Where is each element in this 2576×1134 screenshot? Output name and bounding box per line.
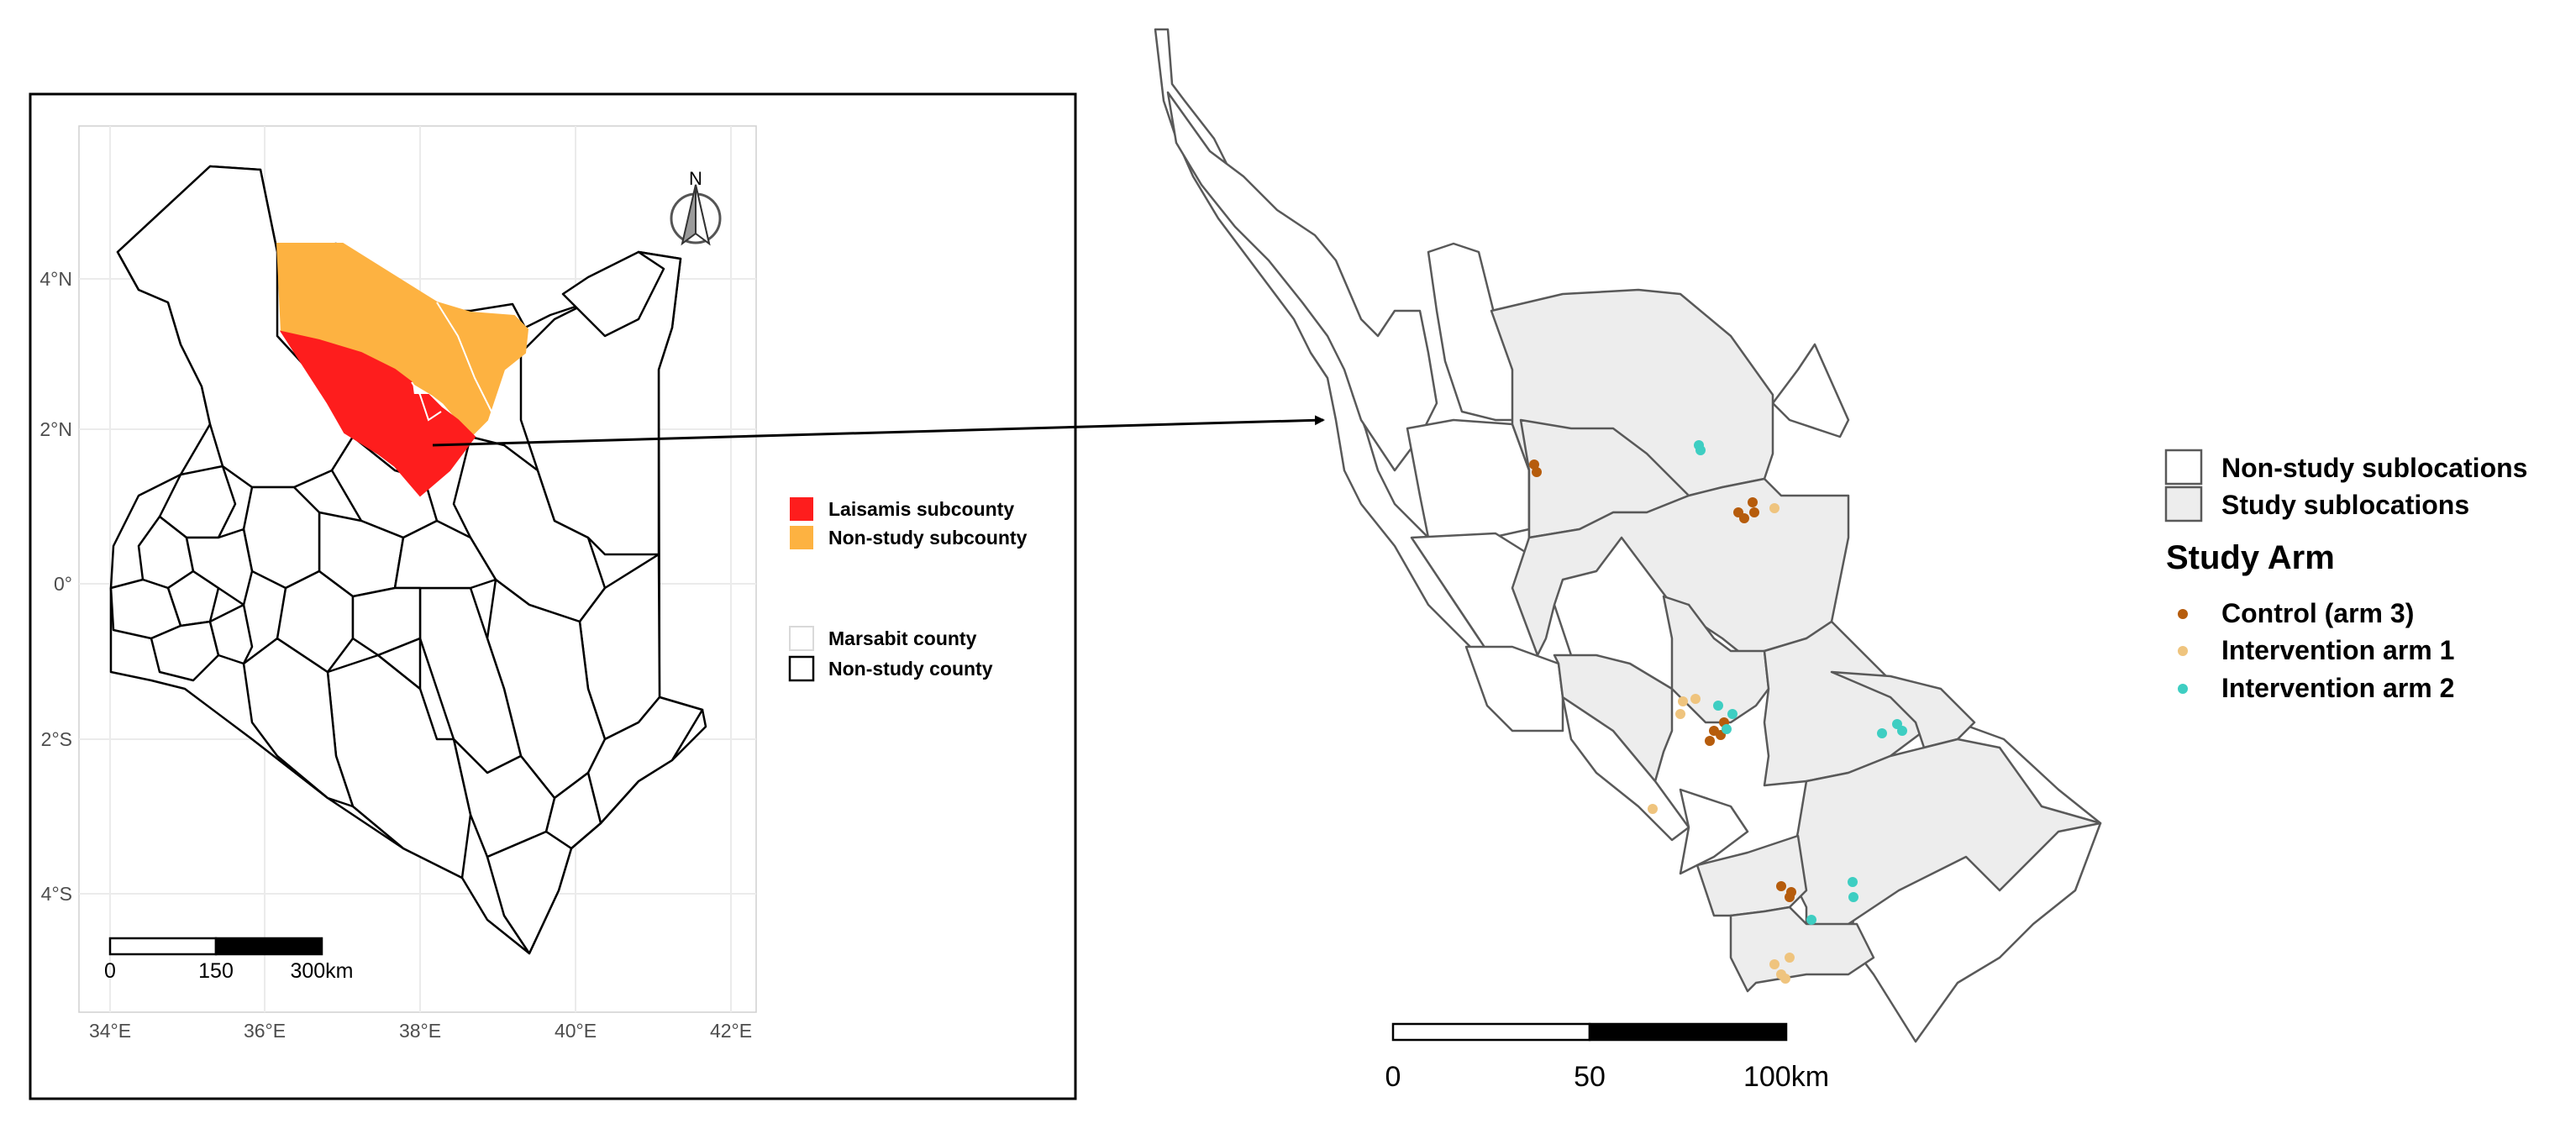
legend-swatch-non-study-county bbox=[788, 655, 815, 682]
point-intervention-1 bbox=[1780, 974, 1790, 984]
point-control bbox=[1749, 507, 1759, 517]
sublocation-study bbox=[1729, 906, 1875, 993]
point-intervention-1 bbox=[1785, 953, 1795, 963]
point-control bbox=[1705, 736, 1715, 746]
legend-label: Non-study subcounty bbox=[828, 527, 1028, 549]
point-control bbox=[1748, 497, 1758, 507]
scalebar-segment bbox=[214, 937, 323, 956]
study-points bbox=[1529, 440, 1907, 984]
legend-label: Marsabit county bbox=[828, 627, 977, 649]
sublocation-non-study bbox=[1771, 343, 1850, 438]
point-control bbox=[1739, 513, 1749, 523]
legend-swatch-non-study-subcounty bbox=[790, 526, 813, 549]
laisamis-scalebar: 0 50 100km bbox=[1385, 1022, 1829, 1093]
sublocation-study bbox=[1830, 670, 1976, 749]
legend-label: Non-study county bbox=[828, 658, 993, 680]
point-intervention-2 bbox=[1877, 728, 1887, 738]
scalebar-label: 150 bbox=[198, 959, 234, 983]
legend-label: Intervention arm 2 bbox=[2221, 673, 2454, 703]
x-axis-labels: 34°E 36°E 38°E 40°E 42°E bbox=[89, 1020, 752, 1042]
legend-swatch-non-study-sublocations bbox=[2164, 449, 2203, 486]
county-mandera bbox=[561, 250, 665, 338]
marsabit-inner-boundary bbox=[411, 302, 497, 422]
point-intervention-1 bbox=[1648, 804, 1658, 814]
y-axis-labels: 4°N 2°N 0° 2°S 4°S bbox=[39, 268, 72, 905]
sublocation-study bbox=[1662, 595, 1770, 724]
point-control bbox=[1785, 892, 1795, 902]
scalebar-segment bbox=[1391, 1022, 1591, 1042]
point-intervention-2 bbox=[1897, 726, 1907, 736]
scalebar-label: 0 bbox=[1385, 1061, 1401, 1093]
legend-label: Laisamis subcounty bbox=[828, 498, 1014, 520]
point-intervention-2 bbox=[1848, 877, 1858, 887]
sublocation-non-study bbox=[1406, 418, 1531, 539]
legend-swatch-study-sublocations bbox=[2164, 486, 2203, 522]
legend-dot-control bbox=[2178, 609, 2188, 619]
sublocations bbox=[1154, 28, 2102, 1043]
connector-arrow bbox=[432, 415, 1325, 447]
kenya-legend: Laisamis subcounty Non-study subcounty M… bbox=[788, 497, 1028, 682]
sublocation-non-study bbox=[1464, 645, 1564, 732]
point-intervention-2 bbox=[1848, 892, 1858, 902]
county-bomet bbox=[208, 603, 254, 665]
north-label: N bbox=[689, 168, 702, 189]
x-tick-label: 38°E bbox=[399, 1020, 441, 1042]
kenya-scalebar: 0 150 300km bbox=[104, 937, 354, 983]
point-control bbox=[1776, 881, 1786, 891]
county-baringo bbox=[242, 486, 321, 590]
legend-dot-intervention-1 bbox=[2178, 646, 2188, 656]
y-tick-label: 4°N bbox=[39, 268, 72, 290]
legend-label: Intervention arm 1 bbox=[2221, 635, 2454, 665]
x-tick-label: 34°E bbox=[89, 1020, 131, 1042]
point-intervention-2 bbox=[1806, 915, 1816, 925]
x-tick-label: 36°E bbox=[244, 1020, 286, 1042]
sublocation-non-study bbox=[1679, 788, 1749, 875]
legend-swatch-laisamis bbox=[790, 497, 813, 521]
scalebar-segment bbox=[1588, 1022, 1788, 1042]
point-intervention-1 bbox=[1690, 694, 1701, 704]
scalebar-segment bbox=[108, 937, 218, 956]
laisamis-legend: Non-study sublocations Study sublocation… bbox=[2164, 449, 2527, 703]
laisamis-subcounty-region bbox=[279, 330, 476, 497]
point-intervention-2 bbox=[1713, 701, 1723, 711]
point-intervention-1 bbox=[1675, 709, 1685, 719]
y-tick-label: 2°N bbox=[39, 418, 72, 440]
y-tick-label: 0° bbox=[54, 573, 72, 595]
point-intervention-1 bbox=[1769, 959, 1780, 969]
laisamis-detail-panel: 0 50 100km Non-study sublocations Study … bbox=[1154, 28, 2527, 1093]
north-arrow: N bbox=[670, 168, 722, 246]
sublocation-study bbox=[1553, 654, 1674, 783]
county-machakos bbox=[376, 637, 422, 690]
legend-title: Study Arm bbox=[2166, 539, 2335, 576]
y-tick-label: 4°S bbox=[41, 883, 72, 905]
point-intervention-2 bbox=[1722, 724, 1732, 734]
point-intervention-1 bbox=[1678, 696, 1688, 706]
legend-swatch-marsabit bbox=[789, 626, 814, 651]
x-tick-label: 42°E bbox=[710, 1020, 752, 1042]
point-intervention-2 bbox=[1695, 445, 1706, 455]
legend-label: Non-study sublocations bbox=[2221, 453, 2527, 483]
legend-dot-intervention-2 bbox=[2178, 684, 2188, 694]
county-taita bbox=[452, 738, 556, 858]
north-arrow-needle-shade bbox=[695, 184, 711, 246]
county-elgeyo bbox=[185, 528, 254, 606]
kenya-counties bbox=[109, 165, 707, 955]
legend-label: Control (arm 3) bbox=[2221, 598, 2414, 628]
kenya-overview-panel: N 4°N 2°N 0° 2°S 4°S 34°E 36°E 38°E 40°E… bbox=[29, 92, 1325, 1100]
legend-label: Study sublocations bbox=[2221, 490, 2469, 520]
point-intervention-2 bbox=[1727, 709, 1737, 719]
point-control bbox=[1532, 467, 1542, 477]
scalebar-label: 50 bbox=[1574, 1061, 1606, 1093]
y-tick-label: 2°S bbox=[41, 728, 72, 750]
x-tick-label: 40°E bbox=[555, 1020, 597, 1042]
scalebar-label: 300km bbox=[290, 959, 353, 983]
scalebar-label: 100km bbox=[1743, 1061, 1829, 1093]
scalebar-label: 0 bbox=[104, 959, 116, 983]
point-intervention-1 bbox=[1769, 503, 1780, 513]
sublocation-non-study bbox=[1166, 91, 1438, 472]
